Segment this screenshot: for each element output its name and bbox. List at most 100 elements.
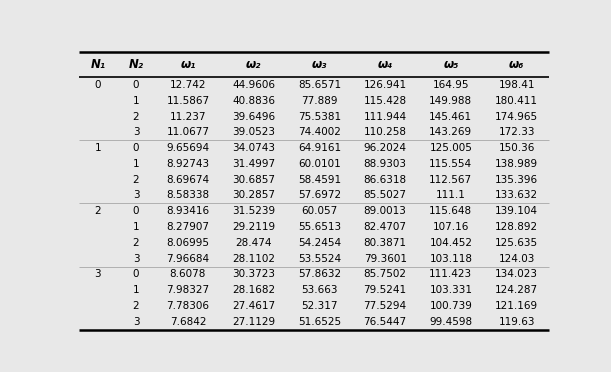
Text: 124.03: 124.03: [499, 254, 535, 264]
Text: 125.635: 125.635: [495, 238, 538, 248]
Text: 57.8632: 57.8632: [298, 269, 341, 279]
Text: 57.6972: 57.6972: [298, 190, 341, 201]
Text: 8.93416: 8.93416: [166, 206, 210, 216]
Text: 164.95: 164.95: [433, 80, 469, 90]
Text: 30.3723: 30.3723: [232, 269, 275, 279]
Text: 30.2857: 30.2857: [232, 190, 275, 201]
Text: 2: 2: [133, 112, 139, 122]
Text: 0: 0: [133, 206, 139, 216]
Text: 53.5524: 53.5524: [298, 254, 341, 264]
Text: 8.06995: 8.06995: [166, 238, 210, 248]
Text: 7.78306: 7.78306: [166, 301, 210, 311]
Text: 3: 3: [95, 269, 101, 279]
Text: 96.2024: 96.2024: [364, 143, 406, 153]
Text: 89.0013: 89.0013: [364, 206, 406, 216]
Text: 64.9161: 64.9161: [298, 143, 341, 153]
Text: 52.317: 52.317: [301, 301, 338, 311]
Text: 3: 3: [133, 127, 139, 137]
Text: 80.3871: 80.3871: [364, 238, 406, 248]
Text: 115.428: 115.428: [364, 96, 407, 106]
Text: 198.41: 198.41: [499, 80, 535, 90]
Text: 74.4002: 74.4002: [298, 127, 341, 137]
Text: 0: 0: [133, 269, 139, 279]
Text: 3: 3: [133, 190, 139, 201]
Text: 11.0677: 11.0677: [166, 127, 210, 137]
Text: 111.1: 111.1: [436, 190, 466, 201]
Text: 104.452: 104.452: [430, 238, 472, 248]
Text: 1: 1: [95, 143, 101, 153]
Text: 55.6513: 55.6513: [298, 222, 341, 232]
Text: 112.567: 112.567: [430, 175, 472, 185]
Text: 79.5241: 79.5241: [364, 285, 407, 295]
Text: 111.423: 111.423: [430, 269, 472, 279]
Text: 39.6496: 39.6496: [232, 112, 275, 122]
Text: 1: 1: [133, 222, 139, 232]
Text: 7.98327: 7.98327: [166, 285, 210, 295]
Text: 180.411: 180.411: [495, 96, 538, 106]
Text: 145.461: 145.461: [430, 112, 472, 122]
Text: 124.287: 124.287: [495, 285, 538, 295]
Text: 121.169: 121.169: [495, 301, 538, 311]
Text: 44.9606: 44.9606: [232, 80, 275, 90]
Text: 86.6318: 86.6318: [364, 175, 407, 185]
Text: 143.269: 143.269: [430, 127, 472, 137]
Text: 60.057: 60.057: [301, 206, 337, 216]
Text: 39.0523: 39.0523: [232, 127, 275, 137]
Text: 29.2119: 29.2119: [232, 222, 275, 232]
Text: 115.554: 115.554: [430, 159, 472, 169]
Text: 27.4617: 27.4617: [232, 301, 275, 311]
Text: 172.33: 172.33: [499, 127, 535, 137]
Text: ω₂: ω₂: [246, 58, 262, 71]
Text: 53.663: 53.663: [301, 285, 338, 295]
Text: 2: 2: [133, 301, 139, 311]
Text: 1: 1: [133, 159, 139, 169]
Text: 8.58338: 8.58338: [166, 190, 210, 201]
Text: 3: 3: [133, 317, 139, 327]
Text: 34.0743: 34.0743: [232, 143, 275, 153]
Text: 60.0101: 60.0101: [298, 159, 341, 169]
Text: 119.63: 119.63: [499, 317, 535, 327]
Text: ω₁: ω₁: [180, 58, 196, 71]
Text: 100.739: 100.739: [430, 301, 472, 311]
Text: 30.6857: 30.6857: [232, 175, 275, 185]
Text: 27.1129: 27.1129: [232, 317, 275, 327]
Text: 1: 1: [133, 96, 139, 106]
Text: 103.331: 103.331: [430, 285, 472, 295]
Text: 75.5381: 75.5381: [298, 112, 341, 122]
Text: 135.396: 135.396: [495, 175, 538, 185]
Text: 150.36: 150.36: [499, 143, 535, 153]
Text: 111.944: 111.944: [364, 112, 407, 122]
Text: 28.474: 28.474: [235, 238, 272, 248]
Text: 99.4598: 99.4598: [430, 317, 472, 327]
Text: ω₄: ω₄: [378, 58, 393, 71]
Text: 174.965: 174.965: [495, 112, 538, 122]
Text: 0: 0: [95, 80, 101, 90]
Text: 31.5239: 31.5239: [232, 206, 275, 216]
Text: N₂: N₂: [128, 58, 144, 71]
Text: 11.5867: 11.5867: [166, 96, 210, 106]
Text: 8.6078: 8.6078: [170, 269, 206, 279]
Text: 85.6571: 85.6571: [298, 80, 341, 90]
Text: 31.4997: 31.4997: [232, 159, 275, 169]
Text: 139.104: 139.104: [495, 206, 538, 216]
Text: 85.5027: 85.5027: [364, 190, 406, 201]
Text: N₁: N₁: [90, 58, 105, 71]
Text: 76.5447: 76.5447: [364, 317, 407, 327]
Text: 58.4591: 58.4591: [298, 175, 341, 185]
Text: 77.889: 77.889: [301, 96, 338, 106]
Text: 54.2454: 54.2454: [298, 238, 341, 248]
Text: 126.941: 126.941: [364, 80, 407, 90]
Text: 7.96684: 7.96684: [166, 254, 210, 264]
Text: 8.92743: 8.92743: [166, 159, 210, 169]
Text: 2: 2: [133, 238, 139, 248]
Text: 12.742: 12.742: [170, 80, 206, 90]
Text: ω₃: ω₃: [312, 58, 327, 71]
Text: 128.892: 128.892: [495, 222, 538, 232]
Text: 2: 2: [133, 175, 139, 185]
Text: 77.5294: 77.5294: [364, 301, 407, 311]
Text: 133.632: 133.632: [495, 190, 538, 201]
Text: 28.1682: 28.1682: [232, 285, 275, 295]
Text: 88.9303: 88.9303: [364, 159, 406, 169]
Text: 85.7502: 85.7502: [364, 269, 406, 279]
Text: 40.8836: 40.8836: [232, 96, 275, 106]
